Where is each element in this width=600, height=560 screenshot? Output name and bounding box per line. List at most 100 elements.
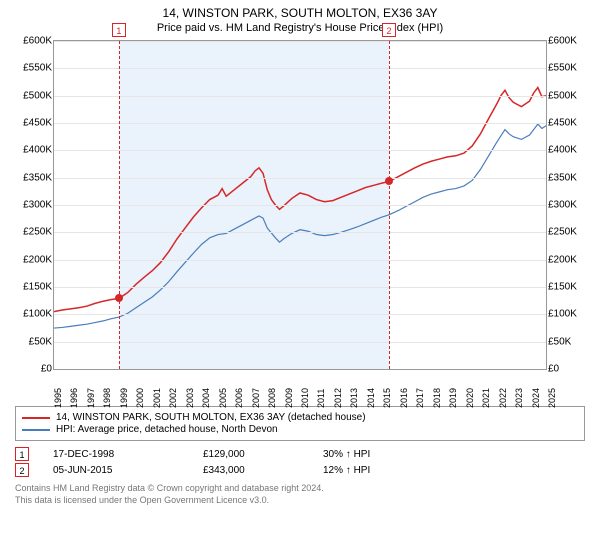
y-tick-label-right: £150K [546, 282, 577, 293]
y-tick-label: £300K [23, 200, 54, 211]
gridline [54, 260, 546, 261]
y-tick-label: £550K [23, 63, 54, 74]
y-tick-label-right: £50K [546, 336, 571, 347]
marker-line [119, 41, 120, 369]
y-tick-label-right: £350K [546, 172, 577, 183]
x-tick-label: 2010 [300, 388, 310, 408]
x-tick-label: 2022 [498, 388, 508, 408]
legend-row: HPI: Average price, detached house, Nort… [22, 424, 578, 435]
x-tick-label: 2004 [201, 388, 211, 408]
x-tick-label: 2017 [415, 388, 425, 408]
marker-badge: 1 [112, 23, 126, 37]
y-tick-label: £350K [23, 172, 54, 183]
transactions-table: 1 17-DEC-1998 £129,000 30% ↑ HPI 2 05-JUN-201… [15, 447, 585, 477]
attribution: Contains HM Land Registry data © Crown c… [15, 483, 585, 506]
y-tick-label-right: £300K [546, 200, 577, 211]
gridline [54, 232, 546, 233]
gridline [54, 314, 546, 315]
x-tick-label: 1997 [86, 388, 96, 408]
gridline [54, 123, 546, 124]
y-tick-label: £500K [23, 90, 54, 101]
x-tick-label: 2006 [234, 388, 244, 408]
series-hpi [54, 124, 546, 328]
y-tick-label-right: £450K [546, 118, 577, 129]
marker-badge: 2 [382, 23, 396, 37]
gridline [54, 150, 546, 151]
x-tick-label: 1995 [53, 388, 63, 408]
plot-area: £0£0£50K£50K£100K£100K£150K£150K£200K£20… [53, 40, 547, 370]
y-tick-label: £200K [23, 254, 54, 265]
y-tick-label-right: £200K [546, 254, 577, 265]
chart-title: 14, WINSTON PARK, SOUTH MOLTON, EX36 3AY [8, 6, 592, 20]
y-tick-label-right: £250K [546, 227, 577, 238]
tx-date: 05-JUN-2015 [53, 465, 193, 476]
x-tick-label: 2012 [333, 388, 343, 408]
y-tick-label-right: £600K [546, 36, 577, 47]
attribution-line: This data is licensed under the Open Gov… [15, 495, 585, 507]
y-tick-label-right: £0 [546, 364, 559, 375]
y-tick-label-right: £400K [546, 145, 577, 156]
x-tick-label: 2024 [531, 388, 541, 408]
y-tick-label: £250K [23, 227, 54, 238]
y-tick-label: £100K [23, 309, 54, 320]
y-tick-label-right: £100K [546, 309, 577, 320]
y-tick-label: £400K [23, 145, 54, 156]
x-tick-label: 2019 [448, 388, 458, 408]
legend-label: 14, WINSTON PARK, SOUTH MOLTON, EX36 3AY… [56, 412, 366, 423]
legend-swatch [22, 417, 50, 419]
gridline [54, 342, 546, 343]
x-tick-label: 2021 [481, 388, 491, 408]
marker-line [389, 41, 390, 369]
legend-row: 14, WINSTON PARK, SOUTH MOLTON, EX36 3AY… [22, 412, 578, 423]
x-tick-label: 2008 [267, 388, 277, 408]
gridline [54, 41, 546, 42]
x-tick-label: 2023 [514, 388, 524, 408]
y-tick-label-right: £500K [546, 90, 577, 101]
legend: 14, WINSTON PARK, SOUTH MOLTON, EX36 3AY… [15, 406, 585, 441]
tx-date: 17-DEC-1998 [53, 449, 193, 460]
gridline [54, 287, 546, 288]
gridline [54, 68, 546, 69]
x-tick-label: 2015 [382, 388, 392, 408]
legend-swatch [22, 429, 50, 431]
x-axis-labels: 1995199619971998199920002001200220032004… [53, 372, 547, 400]
x-tick-label: 2000 [135, 388, 145, 408]
gridline [54, 178, 546, 179]
tx-badge: 2 [15, 463, 29, 477]
x-tick-label: 2009 [284, 388, 294, 408]
x-tick-label: 2018 [432, 388, 442, 408]
gridline [54, 96, 546, 97]
x-tick-label: 2020 [465, 388, 475, 408]
x-tick-label: 2007 [251, 388, 261, 408]
x-tick-label: 2011 [316, 389, 326, 408]
chart: £0£0£50K£50K£100K£100K£150K£150K£200K£20… [15, 40, 585, 400]
y-tick-label: £50K [29, 336, 54, 347]
chart-subtitle: Price paid vs. HM Land Registry's House … [8, 22, 592, 34]
x-tick-label: 2016 [399, 388, 409, 408]
x-tick-label: 2013 [349, 388, 359, 408]
gridline [54, 205, 546, 206]
tx-delta: 12% ↑ HPI [323, 465, 433, 476]
x-tick-label: 1999 [119, 388, 129, 408]
tx-badge: 1 [15, 447, 29, 461]
x-tick-label: 2002 [168, 388, 178, 408]
x-tick-label: 2001 [152, 388, 162, 408]
x-tick-label: 1996 [69, 388, 79, 408]
y-tick-label: £450K [23, 118, 54, 129]
x-tick-label: 2003 [185, 388, 195, 408]
series-subject [54, 88, 546, 312]
marker-dot [115, 294, 123, 302]
tx-price: £129,000 [203, 449, 313, 460]
tx-price: £343,000 [203, 465, 313, 476]
legend-label: HPI: Average price, detached house, Nort… [56, 424, 278, 435]
marker-dot [385, 177, 393, 185]
y-tick-label: £600K [23, 36, 54, 47]
attribution-line: Contains HM Land Registry data © Crown c… [15, 483, 585, 495]
x-tick-label: 2014 [366, 388, 376, 408]
x-tick-label: 1998 [102, 388, 112, 408]
y-tick-label: £150K [23, 282, 54, 293]
tx-delta: 30% ↑ HPI [323, 449, 433, 460]
x-tick-label: 2025 [547, 388, 557, 408]
y-tick-label-right: £550K [546, 63, 577, 74]
x-tick-label: 2005 [218, 388, 228, 408]
